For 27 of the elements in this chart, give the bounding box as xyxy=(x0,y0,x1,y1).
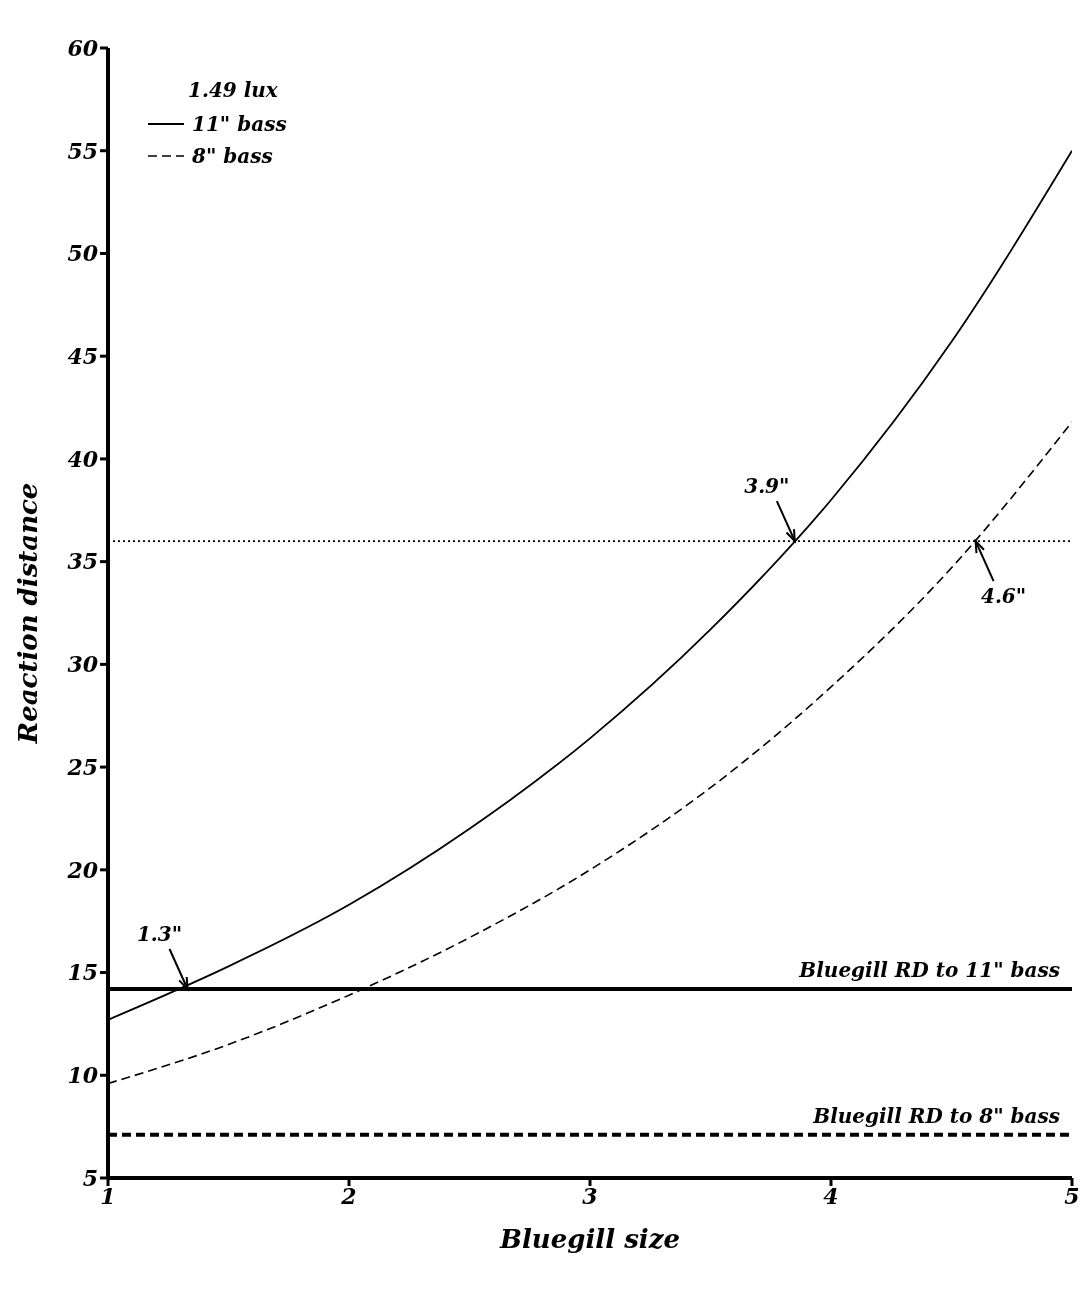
y-tick-label: 60 xyxy=(67,34,99,61)
y-tick-label: 25 xyxy=(66,753,98,780)
x-tick-label: 3 xyxy=(582,1182,598,1209)
legend-label: 11" bass xyxy=(192,112,287,136)
legend-label: 8" bass xyxy=(192,144,273,168)
y-tick-label: 5 xyxy=(82,1164,98,1191)
x-axis-title: Bluegill size xyxy=(499,1224,680,1254)
y-tick-label: 20 xyxy=(66,856,99,883)
annotation: 4.6" xyxy=(980,584,1027,609)
y-tick-label: 55 xyxy=(67,137,98,164)
legend-title: 1.49 lux xyxy=(188,78,279,102)
x-tick-label: 2 xyxy=(340,1182,357,1209)
x-tick-label: 4 xyxy=(823,1182,839,1209)
y-tick-label: 35 xyxy=(67,548,98,575)
y-tick-label: 45 xyxy=(67,342,98,369)
y-tick-label: 50 xyxy=(67,240,99,267)
x-tick-label: 5 xyxy=(1064,1182,1080,1209)
y-tick-label: 10 xyxy=(67,1062,99,1089)
annotation: 3.9" xyxy=(744,474,790,499)
annotation: 1.3" xyxy=(136,921,183,946)
y-tick-label: 30 xyxy=(67,651,99,678)
y-tick-label: 40 xyxy=(67,445,99,472)
x-tick-label: 1 xyxy=(100,1182,116,1209)
ref-line-label: Bluegill RD to 8" bass xyxy=(812,1103,1060,1128)
y-axis-title: Reaction distance xyxy=(13,482,44,745)
y-tick-label: 15 xyxy=(67,959,98,986)
ref-line-label: Bluegill RD to 11" bass xyxy=(798,957,1060,982)
